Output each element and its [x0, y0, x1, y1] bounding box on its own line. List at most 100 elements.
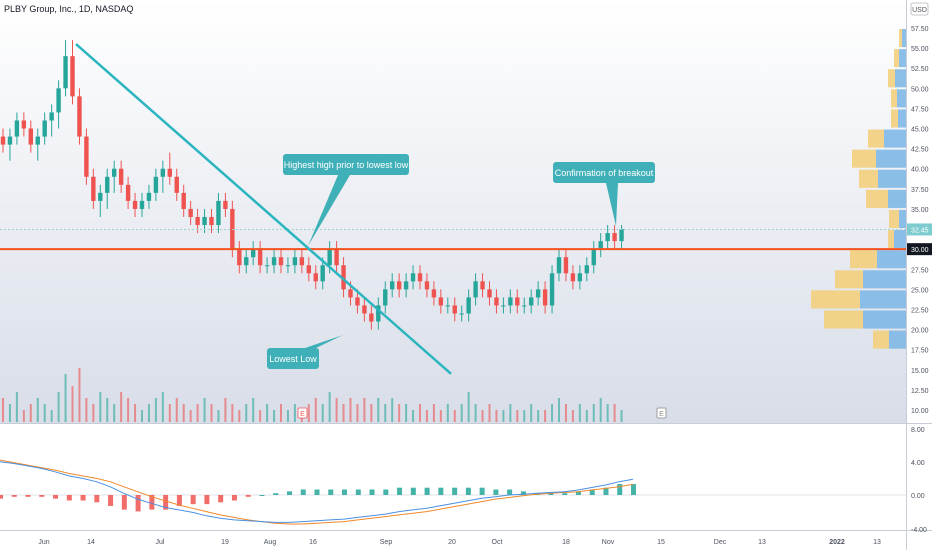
candle-body[interactable]: [619, 229, 624, 242]
callout-lowest-low[interactable]: Lowest Low: [267, 335, 343, 369]
candle-body[interactable]: [167, 168, 172, 177]
candle-body[interactable]: [125, 184, 131, 201]
candle-body[interactable]: [535, 289, 541, 298]
current-price-tag[interactable]: [907, 223, 932, 236]
candle-body[interactable]: [278, 257, 284, 266]
candle-body[interactable]: [334, 249, 339, 266]
candle-body[interactable]: [327, 249, 332, 266]
candle-body[interactable]: [529, 297, 534, 306]
candle-body[interactable]: [237, 249, 242, 266]
time-axis[interactable]: Jun 14 Jul 19 Aug 16 Sep 20 Oct 18 Nov 15 Dec 13 2022 1…: [38, 539, 881, 546]
price-axis[interactable]: 57.50 55.00 52.50 50.00 47.50 45.00 42.50 40.00…: [907, 26, 932, 415]
candle-body[interactable]: [264, 265, 270, 267]
candle-body[interactable]: [348, 289, 353, 298]
candle-body[interactable]: [28, 128, 33, 145]
candle-body[interactable]: [257, 249, 263, 266]
candle-body[interactable]: [501, 305, 506, 307]
candle-body[interactable]: [487, 289, 492, 298]
candle-body[interactable]: [362, 305, 367, 314]
candle-body[interactable]: [445, 305, 450, 307]
candle-body[interactable]: [292, 257, 298, 266]
candle-body[interactable]: [195, 216, 200, 226]
candle-body[interactable]: [209, 216, 214, 226]
candle-body[interactable]: [7, 136, 13, 145]
candle-body[interactable]: [570, 273, 576, 282]
candle-body[interactable]: [216, 200, 221, 226]
candle-body[interactable]: [466, 297, 471, 314]
candle-body[interactable]: [139, 200, 145, 209]
candle-body[interactable]: [160, 168, 166, 177]
candle-body[interactable]: [591, 249, 596, 266]
candle-body[interactable]: [181, 192, 186, 209]
candle-body[interactable]: [459, 313, 464, 315]
candle-body[interactable]: [390, 281, 395, 290]
candle-body[interactable]: [271, 257, 277, 266]
candle-body[interactable]: [438, 297, 444, 306]
candle-body[interactable]: [105, 176, 110, 193]
candle-body[interactable]: [299, 257, 305, 266]
candle-body[interactable]: [285, 265, 291, 267]
candle-body[interactable]: [251, 249, 256, 258]
candle-body[interactable]: [549, 273, 555, 306]
candle-body[interactable]: [480, 281, 485, 290]
upcoming-earnings-marker[interactable]: [656, 407, 667, 419]
candle-body[interactable]: [56, 88, 61, 113]
candle-body[interactable]: [77, 96, 82, 137]
downtrend-line[interactable]: [75, 43, 452, 375]
candle-body[interactable]: [35, 136, 40, 145]
candle-body[interactable]: [98, 192, 103, 201]
candle-body[interactable]: [132, 200, 138, 209]
candle-body[interactable]: [396, 281, 402, 290]
candle-body[interactable]: [70, 56, 75, 97]
candle-body[interactable]: [410, 273, 416, 282]
candle-body[interactable]: [244, 257, 249, 266]
candle-body[interactable]: [494, 297, 499, 306]
candle-body[interactable]: [522, 305, 527, 307]
candle-body[interactable]: [584, 265, 589, 274]
candle-body[interactable]: [306, 265, 311, 274]
callout-breakout[interactable]: Confirmation of breakout: [553, 162, 655, 226]
candle-body[interactable]: [42, 120, 47, 137]
candle-body[interactable]: [452, 305, 457, 314]
candle-body[interactable]: [49, 112, 54, 121]
callouts[interactable]: Highest high prior to lowest low Lowest L…: [267, 154, 655, 369]
candle-body[interactable]: [341, 265, 346, 290]
candle-body[interactable]: [612, 233, 617, 242]
candle-body[interactable]: [202, 216, 207, 226]
candle-body[interactable]: [403, 281, 409, 290]
candle-body[interactable]: [112, 168, 117, 177]
candle-body[interactable]: [91, 176, 96, 201]
candle-body[interactable]: [153, 176, 159, 193]
candle-body[interactable]: [417, 273, 423, 282]
candle-body[interactable]: [320, 265, 325, 282]
candle-body[interactable]: [577, 273, 583, 282]
candle-body[interactable]: [146, 192, 152, 201]
candle-body[interactable]: [0, 136, 6, 145]
candle-body[interactable]: [174, 176, 179, 193]
candle-body[interactable]: [21, 120, 27, 129]
candle-body[interactable]: [63, 56, 68, 89]
candle-body[interactable]: [542, 289, 548, 306]
candle-body[interactable]: [118, 168, 124, 185]
earnings-marker[interactable]: [297, 407, 308, 419]
candle-body[interactable]: [473, 281, 478, 298]
candle-body[interactable]: [431, 289, 437, 298]
candle-body[interactable]: [515, 297, 520, 306]
candle-body[interactable]: [84, 136, 89, 177]
candle-body[interactable]: [223, 200, 228, 209]
candlesticks[interactable]: [0, 40, 624, 330]
candle-body[interactable]: [376, 305, 381, 322]
candle-body[interactable]: [369, 313, 374, 322]
candle-body[interactable]: [598, 241, 603, 250]
candle-body[interactable]: [563, 257, 569, 274]
candle-body[interactable]: [313, 273, 318, 282]
level-price-tag[interactable]: [907, 243, 932, 256]
currency-badge[interactable]: USD: [910, 2, 929, 16]
candle-body[interactable]: [424, 281, 430, 290]
candle-body[interactable]: [188, 208, 193, 217]
candle-body[interactable]: [14, 120, 20, 137]
candle-body[interactable]: [508, 297, 513, 306]
